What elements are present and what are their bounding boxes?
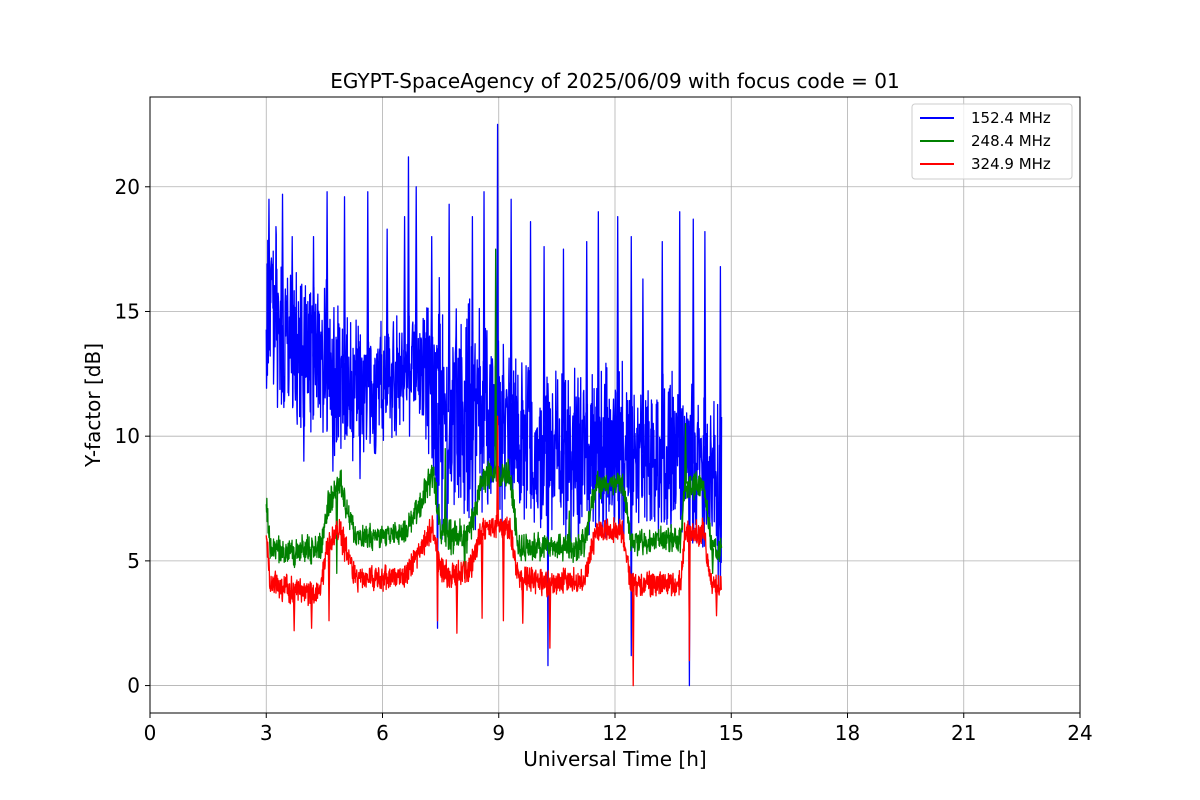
legend-label-152: 152.4 MHz: [971, 109, 1051, 127]
chart-title: EGYPT-SpaceAgency of 2025/06/09 with foc…: [330, 69, 899, 93]
x-tick-label: 12: [602, 721, 627, 745]
x-tick-label: 0: [144, 721, 157, 745]
x-tick-label: 21: [951, 721, 976, 745]
x-tick-label: 18: [835, 721, 860, 745]
y-tick-label: 5: [127, 549, 140, 573]
y-tick-label: 15: [115, 299, 140, 323]
y-tick-label: 20: [115, 175, 140, 199]
x-axis-label: Universal Time [h]: [523, 747, 706, 771]
x-tick-label: 3: [260, 721, 273, 745]
x-tick-label: 6: [376, 721, 389, 745]
y-tick-label: 10: [115, 424, 140, 448]
legend-label-324: 324.9 MHz: [971, 155, 1051, 173]
x-tick-label: 24: [1067, 721, 1092, 745]
legend: 152.4 MHz 248.4 MHz 324.9 MHz: [911, 103, 1073, 180]
x-tick-label: 9: [492, 721, 505, 745]
y-tick-label: 0: [127, 674, 140, 698]
x-tick-label: 15: [719, 721, 744, 745]
series-line-324-9-mhz: [265, 415, 723, 687]
legend-label-248: 248.4 MHz: [971, 132, 1051, 150]
y-axis-label: Y-factor [dB]: [81, 343, 105, 468]
axis-ticks: 0 3 6 9 12 15 18 21 24 0 5 10 15 20: [115, 175, 1093, 745]
legend-box: [911, 103, 1073, 180]
plot-series: [265, 123, 723, 687]
